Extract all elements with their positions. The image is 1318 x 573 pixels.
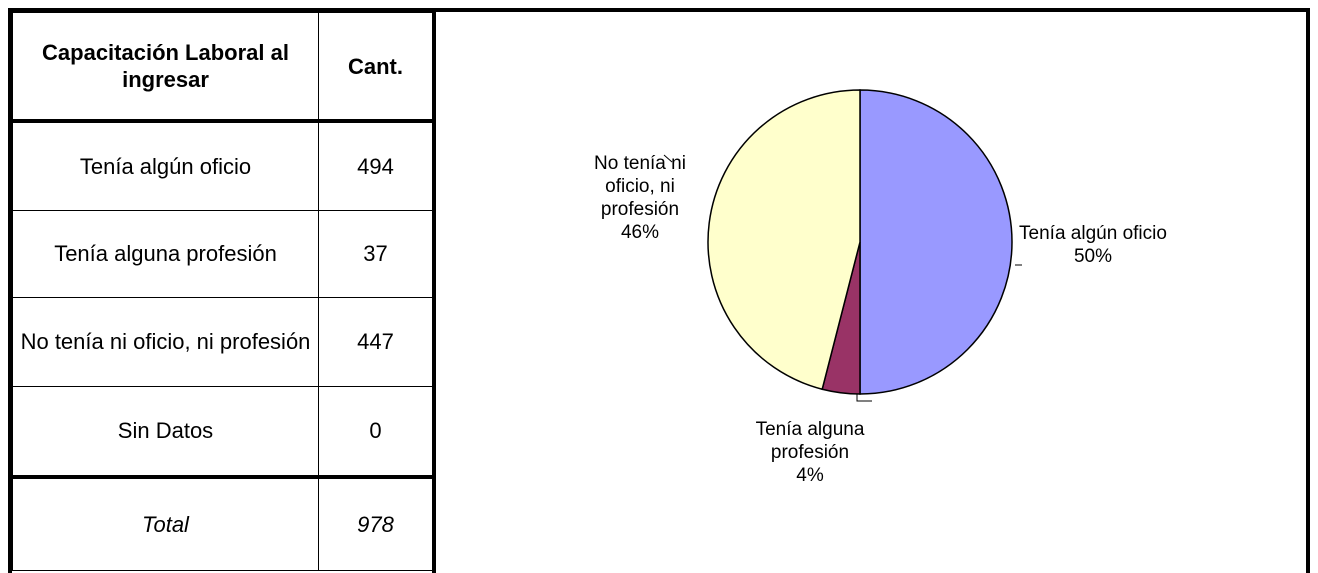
table-cell: 978 <box>318 475 433 571</box>
slice-name: Tenía algún oficio <box>1019 223 1167 244</box>
slice-value: 50% <box>1073 246 1113 267</box>
table-row: Tenía alguna profesión 37 <box>12 209 433 298</box>
table-cell: Tenía alguna profesión <box>12 209 319 298</box>
table-cell: Sin Datos <box>12 385 319 478</box>
table-cell: 0 <box>318 385 433 478</box>
table-cell: 494 <box>318 120 433 211</box>
slice-name: No tenía ni oficio, ni profesión <box>594 153 686 220</box>
pie-slice <box>859 89 1013 395</box>
pie-chart <box>663 89 1022 402</box>
table-cell: 447 <box>318 296 433 387</box>
slice-value: 46% <box>620 222 660 243</box>
header-row: Capacitación Laboral al ingresar Cant. <box>12 12 433 123</box>
data-table: Capacitación Laboral al ingresar Cant. T… <box>12 12 433 571</box>
frame <box>8 8 1310 573</box>
divider <box>432 8 436 573</box>
table-cell: 37 <box>318 209 433 298</box>
table-row: Sin Datos 0 <box>12 385 433 478</box>
leader-line <box>856 394 872 402</box>
slice-label: No tenía ni oficio, ni profesión 46% <box>575 152 705 244</box>
slice-value: 4% <box>796 465 824 486</box>
table-cell: No tenía ni oficio, ni profesión <box>12 296 319 387</box>
table-cell: Tenía algún oficio <box>12 120 319 211</box>
table-row: Tenía algún oficio 494 <box>12 120 433 211</box>
slice-label: Tenía alguna profesión 4% <box>725 418 895 487</box>
table-row: No tenía ni oficio, ni profesión 447 <box>12 296 433 387</box>
leader-line <box>663 154 673 163</box>
slice-label: Tenía algún oficio 50% <box>1018 222 1168 268</box>
slice-name: Tenía alguna profesión <box>755 419 865 463</box>
table-cell: Total <box>12 475 319 571</box>
header-cell: Capacitación Laboral al ingresar <box>12 12 319 123</box>
pie-slice <box>707 89 861 391</box>
table-row: Total 978 <box>12 475 433 571</box>
header-cell: Cant. <box>318 12 433 123</box>
